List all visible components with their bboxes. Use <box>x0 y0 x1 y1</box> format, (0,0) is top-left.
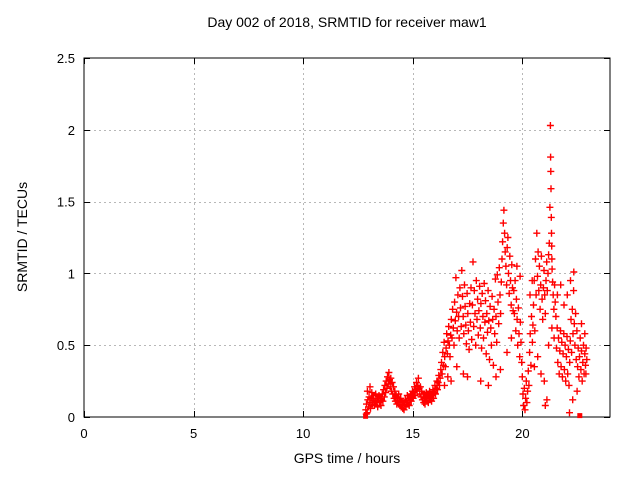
plus-markers <box>362 122 591 418</box>
y-tick-label: 2.5 <box>57 51 75 66</box>
tick-labels: 0 5 10 15 20 0 0.5 1 1.5 2 2.5 <box>57 51 530 441</box>
x-tick-label: 15 <box>406 426 420 441</box>
y-tick-label: 0.5 <box>57 338 75 353</box>
y-tick-label: 2 <box>68 123 75 138</box>
x-tick-label: 10 <box>296 426 310 441</box>
tick-marks <box>84 58 610 418</box>
plot-border <box>83 57 611 418</box>
y-tick-label: 1.5 <box>57 195 75 210</box>
square-marker <box>577 413 583 419</box>
chart-title: Day 002 of 2018, SRMTID for receiver maw… <box>207 14 487 30</box>
x-tick-label: 0 <box>80 426 87 441</box>
y-tick-label: 1 <box>68 266 75 281</box>
x-axis-label: GPS time / hours <box>294 450 401 466</box>
x-tick-label: 20 <box>515 426 529 441</box>
square-marker <box>363 413 369 419</box>
y-axis-label: SRMTID / TECUs <box>14 182 30 292</box>
x-tick-label: 5 <box>190 426 197 441</box>
data-points <box>362 122 591 419</box>
y-tick-label: 0 <box>68 410 75 425</box>
